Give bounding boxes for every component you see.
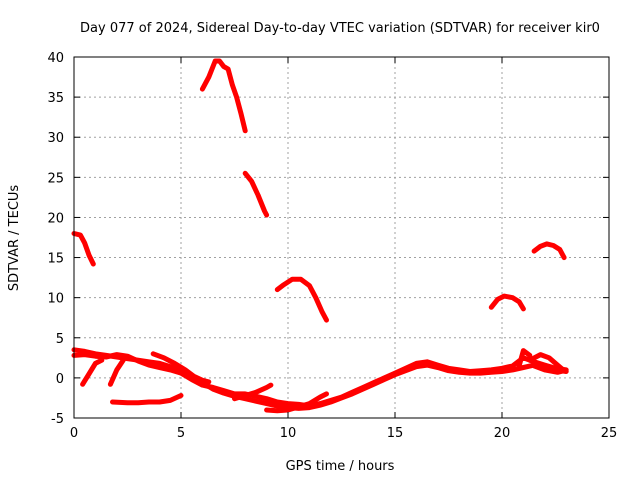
- y-tick-label: 0: [56, 372, 64, 387]
- series-trend-b: [71, 352, 569, 409]
- series-arc-b: [199, 58, 248, 134]
- x-tick-label: 25: [601, 426, 618, 441]
- series-arc-l: [264, 391, 329, 414]
- series-arc-c: [242, 170, 270, 218]
- series-arc-e: [488, 293, 526, 312]
- series-arc-j: [150, 351, 212, 385]
- y-tick-label: 15: [47, 252, 64, 267]
- x-tick-label: 15: [387, 426, 404, 441]
- series-arc-a: [71, 231, 96, 267]
- x-tick-label: 10: [280, 426, 297, 441]
- y-tick-label: -5: [51, 412, 64, 427]
- y-tick-label: 10: [47, 292, 64, 307]
- series-arc-g: [110, 393, 184, 406]
- ticks: 0 5 10 15 20 25 -5 0 5 10 15 20 25 30 35 40: [47, 51, 617, 441]
- series-arc-n: [527, 352, 567, 375]
- y-tick-label: 20: [47, 211, 64, 226]
- y-tick-label: 30: [47, 131, 64, 146]
- y-tick-label: 40: [47, 51, 64, 66]
- series-arc-i: [107, 357, 126, 387]
- y-tick-label: 35: [47, 91, 64, 106]
- x-axis-title: GPS time / hours: [286, 459, 395, 474]
- y-tick-label: 25: [47, 171, 64, 186]
- series-arc-m: [516, 348, 533, 369]
- y-tick-label: 5: [56, 332, 64, 347]
- plot-frame: [73, 56, 610, 419]
- series-arc-d: [274, 276, 329, 323]
- x-tick-label: 0: [70, 426, 78, 441]
- series-layer: [71, 58, 569, 414]
- series-arc-h: [80, 357, 105, 387]
- series-arc-k: [232, 382, 274, 402]
- x-tick-label: 5: [177, 426, 185, 441]
- chart-title: Day 077 of 2024, Sidereal Day-to-day VTE…: [80, 21, 600, 36]
- series-arc-f: [531, 241, 567, 261]
- grid: [74, 57, 609, 418]
- x-tick-label: 20: [494, 426, 511, 441]
- y-axis-title: SDTVAR / TECUs: [7, 185, 22, 292]
